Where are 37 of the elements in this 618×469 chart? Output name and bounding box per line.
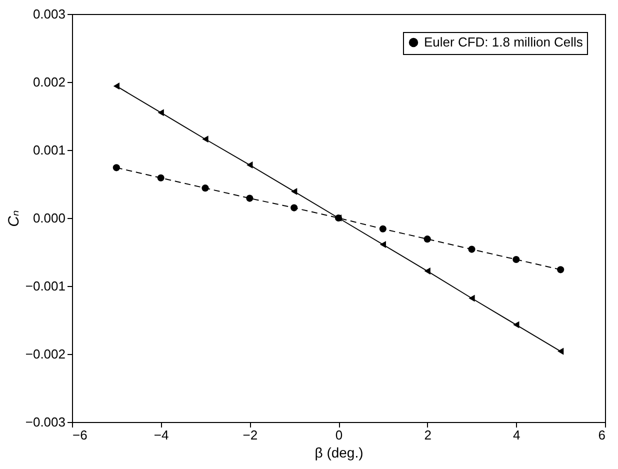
x-tick-label: 0 — [335, 428, 343, 442]
y-axis-title: Cₙ — [5, 210, 22, 227]
x-axis-title: β (deg.) — [314, 444, 364, 460]
point — [513, 321, 520, 328]
point — [468, 246, 476, 253]
point — [202, 184, 209, 192]
point — [424, 236, 431, 243]
point — [512, 256, 520, 264]
point — [424, 268, 430, 275]
point — [290, 204, 298, 212]
point — [202, 136, 208, 143]
x-tick-label: 4 — [513, 428, 520, 442]
y-tick-label: −0.002 — [25, 346, 66, 362]
point — [246, 194, 254, 202]
point — [380, 240, 386, 248]
point — [379, 225, 386, 232]
x-tick-label: −2 — [242, 428, 258, 442]
point — [468, 294, 475, 302]
y-tick-label: 0.003 — [32, 6, 66, 22]
y-tick-label: −0.001 — [25, 278, 66, 294]
point — [158, 109, 164, 116]
y-tick-label: −0.003 — [25, 414, 66, 430]
x-tick-label: −6 — [72, 428, 88, 442]
y-tick-label: 0.000 — [32, 210, 66, 226]
x-tick-label: 6 — [598, 428, 606, 442]
point — [246, 161, 253, 168]
point — [113, 82, 120, 90]
point — [291, 188, 298, 196]
point — [558, 348, 564, 355]
y-tick-label: 0.001 — [32, 142, 66, 158]
y-tick-label: 0.002 — [32, 74, 66, 90]
x-tick-label: 2 — [424, 428, 432, 442]
point — [557, 266, 564, 274]
point — [112, 164, 120, 172]
x-tick-label: −4 — [154, 428, 169, 442]
point — [157, 174, 164, 182]
legend-label: Euler CFD: 1.8 million Cells — [424, 34, 584, 50]
